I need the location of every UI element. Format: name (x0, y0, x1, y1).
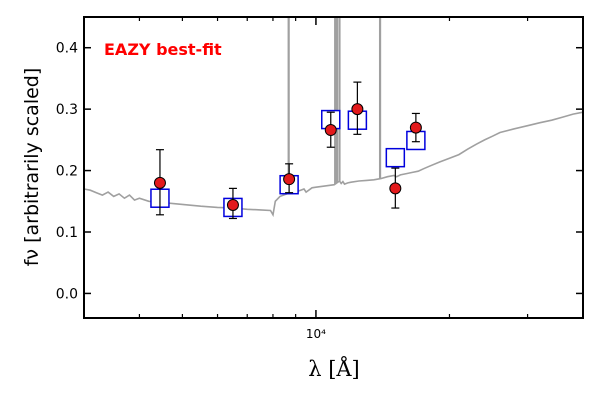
model-spectrum-line (83, 111, 584, 218)
observed-flux-point (351, 103, 364, 116)
x-axis-label: λ [Å] (308, 356, 360, 381)
emission-lines-layer (287, 17, 382, 194)
y-tick-label: 0.3 (56, 102, 78, 118)
observed-flux-point (324, 124, 337, 137)
annotation-text: EAZY best-fit (104, 40, 222, 59)
y-tick-label: 0.0 (56, 286, 78, 302)
model-photometry-square (385, 147, 406, 168)
model-spectrum-layer (83, 111, 584, 218)
plot-frame (83, 16, 584, 319)
y-axis-label: fν [arbitrarily scaled] (21, 68, 43, 267)
y-axis-ticks: 0.0 0.1 0.2 0.3 0.4 (56, 41, 583, 302)
observed-flux-point (283, 173, 296, 186)
x-axis-ticks: 10⁴ (138, 17, 529, 341)
x-tick-label: 10⁴ (306, 327, 326, 341)
observed-flux-point (153, 176, 166, 189)
y-tick-label: 0.2 (56, 164, 78, 180)
observed-points-layer (153, 103, 422, 211)
observed-flux-point (409, 121, 422, 134)
observed-flux-point (389, 182, 402, 195)
y-tick-label: 0.1 (56, 225, 78, 241)
y-tick-label: 0.4 (56, 41, 78, 57)
observed-flux-point (226, 198, 239, 211)
